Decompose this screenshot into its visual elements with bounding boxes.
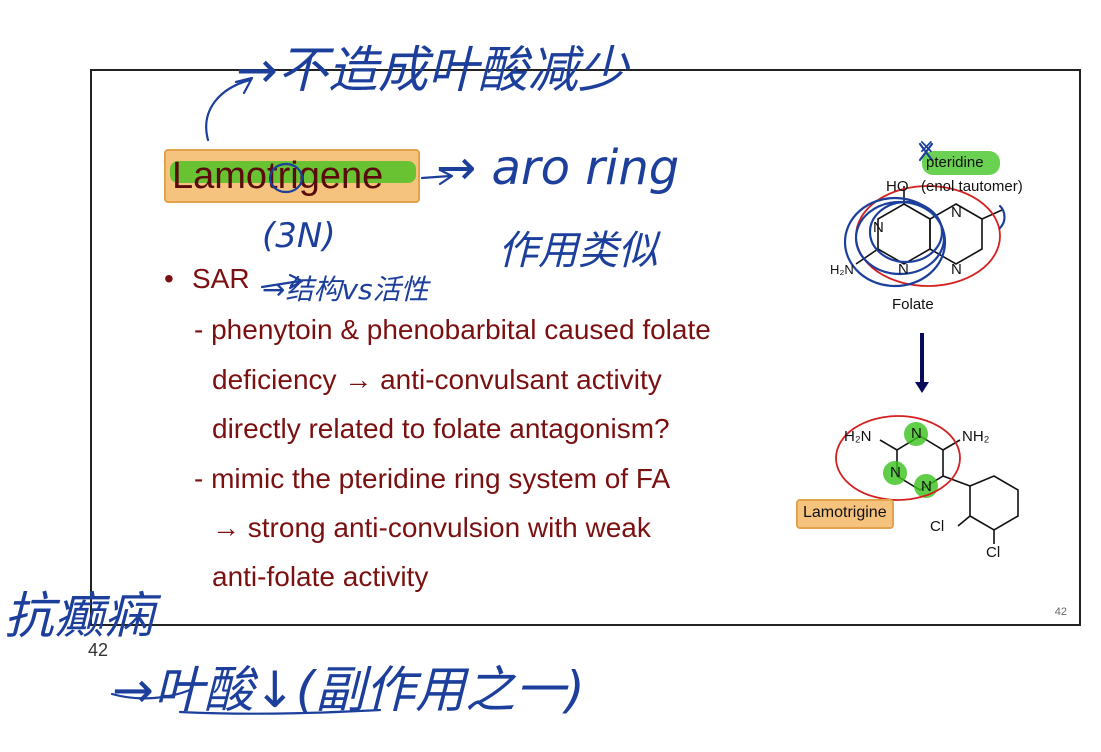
dichlorophenyl-ring: [970, 476, 1018, 530]
ink-bracket-right: [1000, 206, 1005, 228]
lamotrigine-nh2-label: NH₂: [962, 428, 990, 445]
handwriting-left-note: 抗癫痫: [4, 576, 154, 648]
handwriting-aro-ring: → aro ring: [436, 140, 679, 196]
cl-label-2: Cl: [986, 544, 1000, 561]
handwriting-top-note: →不造成叶酸减少: [236, 30, 628, 102]
enol-tautomer-label: (enol tautomer): [921, 178, 1023, 195]
handwriting-x-mark: ×: [918, 134, 935, 158]
handwriting-role-note: 作用类似: [498, 218, 658, 276]
triazine-n-2: N: [890, 464, 901, 481]
arrow-head: [915, 382, 929, 393]
cl-bond-1: [958, 516, 970, 526]
ink-circle-title-o: [270, 164, 302, 192]
folate-n-2: N: [898, 261, 909, 278]
folate-label: Folate: [892, 296, 934, 313]
handwriting-bottom-note: →叶酸↓(副作用之一): [112, 650, 585, 722]
cl-label-1: Cl: [930, 518, 944, 535]
folate-n-3: N: [951, 204, 962, 221]
folate-ring-left: [878, 204, 930, 264]
lamotrigine-badge: Lamotrigine: [796, 499, 894, 529]
ho-label: HO: [886, 178, 909, 195]
triazine-amine-bond-left: [880, 440, 897, 450]
lamotrigine-h2n-label: H₂N: [844, 428, 872, 445]
folate-n-1: N: [873, 219, 884, 236]
handwriting-sar-note: →结构vs活性: [262, 268, 429, 308]
folate-n-4: N: [951, 261, 962, 278]
h2n-label: H₂N: [830, 262, 854, 277]
handwriting-three-n: (3N): [262, 216, 336, 256]
triazine-n-3: N: [921, 478, 932, 495]
triazine-n-1: N: [911, 425, 922, 442]
